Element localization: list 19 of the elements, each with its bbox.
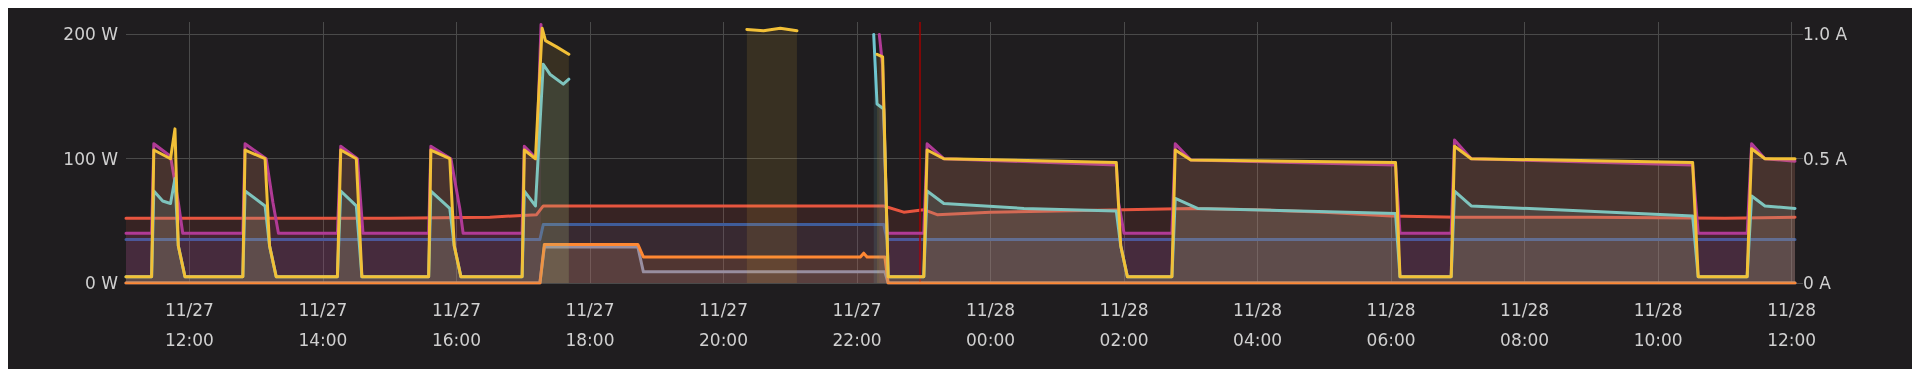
y-tick-label: 200 W <box>63 24 119 45</box>
x-tick-label: 11/27 14:00 <box>298 300 348 350</box>
y2-tick-label: 1.0 A <box>1803 24 1848 45</box>
y-tick-label: 100 W <box>63 148 119 169</box>
x-tick-label: 11/28 00:00 <box>966 300 1016 350</box>
x-tick-label: 11/28 08:00 <box>1500 300 1550 350</box>
x-tick-label: 11/27 12:00 <box>164 300 214 350</box>
y-tick-label: 0 W <box>84 273 119 293</box>
x-tick-label: 11/28 02:00 <box>1099 300 1149 350</box>
x-tick-label: 11/28 12:00 <box>1767 300 1817 350</box>
x-tick-label: 11/28 06:00 <box>1366 300 1416 350</box>
x-tick-label: 11/27 22:00 <box>832 300 882 350</box>
y2-tick-label: 0 A <box>1803 273 1832 293</box>
x-tick-label: 11/27 20:00 <box>699 300 748 350</box>
x-tick-label: 11/28 10:00 <box>1633 300 1683 350</box>
x-tick-label: 11/27 18:00 <box>565 300 615 350</box>
x-tick-label: 11/27 16:00 <box>431 300 481 350</box>
x-tick-label: 11/28 04:00 <box>1233 300 1283 350</box>
y2-tick-label: 0.5 A <box>1803 148 1848 169</box>
